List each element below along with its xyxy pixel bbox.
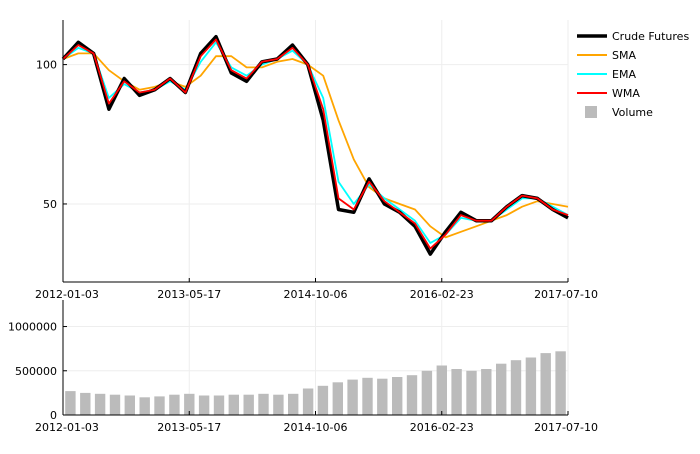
- price-panel: 50 100 2012-01-03 2013-05-17 2014-10-06 2016-…: [35, 20, 598, 301]
- volume-bar: [525, 357, 537, 415]
- volume-bar: [154, 396, 165, 415]
- volume-bar: [288, 393, 299, 415]
- volume-x-tick-label: 2016-02-23: [410, 421, 474, 434]
- volume-y-tick-label: 0: [50, 409, 57, 422]
- volume-bar: [510, 360, 522, 415]
- volume-bar: [362, 377, 373, 415]
- legend-label-crude-futures: Crude Futures: [612, 30, 689, 43]
- volume-x-tick-label: 2014-10-06: [284, 421, 348, 434]
- volume-bar: [496, 363, 507, 415]
- volume-bar: [481, 369, 492, 415]
- volume-bar: [377, 378, 388, 415]
- volume-x-tick-label: 2012-01-03: [35, 421, 99, 434]
- volume-bar: [65, 391, 76, 415]
- price-x-tick-label: 2014-10-06: [284, 288, 348, 301]
- legend-label-sma: SMA: [612, 49, 636, 62]
- volume-bar: [228, 394, 239, 415]
- volume-bar: [80, 392, 91, 415]
- volume-y-tick-label: 500000: [15, 365, 57, 378]
- chart-legend: Crude Futures SMA EMA WMA Volume: [577, 30, 689, 119]
- volume-x-tick-label: 2017-07-10: [534, 421, 598, 434]
- legend-label-ema: EMA: [612, 68, 636, 81]
- price-y-tick-label: 50: [43, 198, 57, 211]
- volume-bar: [466, 370, 477, 415]
- price-x-tick-label: 2013-05-17: [157, 288, 221, 301]
- legend-label-volume: Volume: [612, 106, 653, 119]
- legend-label-wma: WMA: [612, 87, 640, 100]
- volume-bar: [243, 394, 254, 415]
- volume-bar: [169, 394, 180, 415]
- volume-bar: [198, 395, 210, 415]
- legend-swatch-volume: [585, 106, 597, 118]
- series-line-wma: [62, 38, 569, 250]
- series-line-sma: [62, 52, 569, 239]
- volume-bar: [421, 370, 433, 415]
- volume-bar: [406, 375, 418, 415]
- volume-bar: [302, 388, 314, 415]
- volume-bar: [109, 394, 121, 415]
- volume-bar: [555, 351, 566, 415]
- volume-y-tick-label: 1000000: [8, 321, 57, 334]
- price-x-tick-label: 2012-01-03: [35, 288, 99, 301]
- volume-bar: [347, 379, 358, 415]
- volume-bar: [258, 393, 269, 415]
- volume-bar: [139, 397, 150, 415]
- volume-bar: [451, 369, 462, 415]
- volume-bar: [124, 395, 135, 415]
- volume-x-tick-label: 2013-05-17: [157, 421, 221, 434]
- volume-bar: [392, 377, 403, 415]
- price-x-tick-label: 2016-02-23: [410, 288, 474, 301]
- volume-bar: [184, 393, 195, 415]
- volume-bar: [213, 395, 225, 415]
- volume-bar: [94, 393, 106, 415]
- price-y-tick-label: 100: [36, 59, 57, 72]
- volume-bar: [273, 394, 284, 415]
- volume-bar: [436, 365, 447, 415]
- volume-bar: [540, 353, 551, 415]
- volume-bar: [332, 382, 343, 415]
- volume-panel: 0 500000 1000000 2012-01-03 2013-05-17 2014-1…: [8, 300, 598, 434]
- price-x-tick-label: 2017-07-10: [534, 288, 598, 301]
- volume-bar: [317, 385, 329, 415]
